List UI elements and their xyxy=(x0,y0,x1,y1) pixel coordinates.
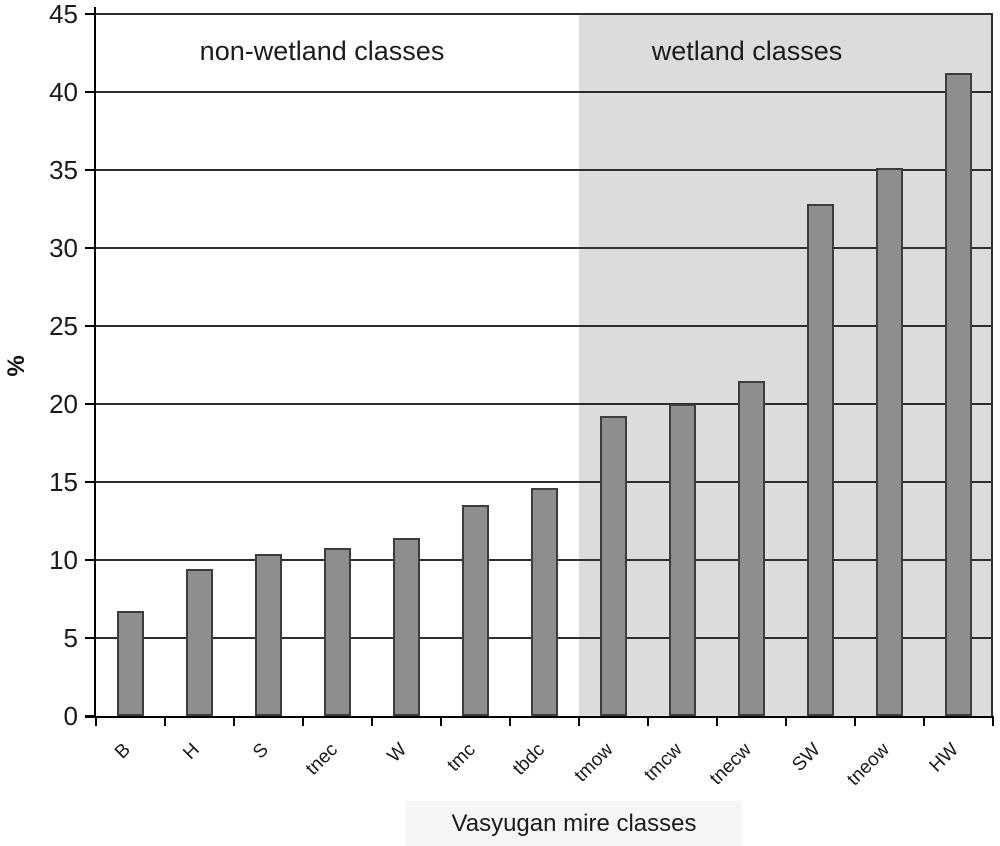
gridline xyxy=(96,481,993,483)
x-tick-label: tneow xyxy=(842,739,894,790)
non-wetland-region-label: non-wetland classes xyxy=(199,36,445,66)
y-axis-line xyxy=(94,7,96,718)
x-axis-tick xyxy=(785,716,787,726)
y-axis-title: % xyxy=(3,355,30,377)
bar-tbdc xyxy=(531,488,558,716)
y-tick-label: 25 xyxy=(49,311,78,341)
bar-SW xyxy=(807,204,834,716)
x-axis-tick xyxy=(716,716,718,726)
x-tick-label: tbdc xyxy=(508,739,549,780)
x-axis-tick xyxy=(923,716,925,726)
bar-S xyxy=(255,554,282,716)
x-axis-tick xyxy=(164,716,166,726)
y-tick-label: 20 xyxy=(49,389,78,419)
x-tick-label: B xyxy=(110,739,135,764)
bar-H xyxy=(186,569,213,716)
bar-W xyxy=(393,538,420,716)
y-axis-tick xyxy=(85,559,96,561)
x-tick-label: tmow xyxy=(570,739,618,787)
x-tick-label: tmcw xyxy=(640,739,687,786)
bar-tmow xyxy=(600,416,627,716)
x-tick-label: SW xyxy=(788,739,825,776)
bar-tmc xyxy=(462,505,489,716)
x-axis-tick xyxy=(854,716,856,726)
bar-B xyxy=(117,611,144,716)
gridline xyxy=(96,325,993,327)
bar-tneow xyxy=(876,168,903,716)
y-axis-tick xyxy=(85,325,96,327)
y-axis-tick xyxy=(85,403,96,405)
x-axis-tick xyxy=(578,716,580,726)
y-axis-tick xyxy=(85,637,96,639)
x-tick-label: S xyxy=(248,739,273,764)
plot-right-border xyxy=(991,14,993,716)
x-axis-tick xyxy=(233,716,235,726)
gridline xyxy=(96,169,993,171)
y-axis-tick xyxy=(85,13,96,15)
y-axis-tick xyxy=(85,481,96,483)
y-tick-label: 45 xyxy=(49,0,78,29)
y-tick-label: 5 xyxy=(63,623,78,653)
wetland-region-label: wetland classes xyxy=(651,36,843,66)
y-tick-label: 35 xyxy=(49,155,78,185)
gridline xyxy=(96,13,993,15)
y-tick-label: 30 xyxy=(49,233,78,263)
bar-HW xyxy=(945,73,972,716)
x-axis-title-box: Vasyugan mire classes xyxy=(406,801,742,846)
x-axis-tick xyxy=(440,716,442,726)
bar-tnec xyxy=(324,548,351,716)
x-tick-label: tnecw xyxy=(705,739,756,790)
y-tick-label: 0 xyxy=(63,701,78,731)
x-axis-line xyxy=(85,716,993,718)
bar-tmcw xyxy=(669,404,696,716)
gridline xyxy=(96,403,993,405)
y-axis-tick xyxy=(85,169,96,171)
x-tick-label: tnec xyxy=(301,739,342,780)
x-axis-title: Vasyugan mire classes xyxy=(451,809,697,837)
wetland-region-background xyxy=(579,14,993,716)
x-axis-tick xyxy=(95,716,97,726)
x-tick-label: W xyxy=(383,739,411,767)
x-axis-tick xyxy=(371,716,373,726)
y-tick-label: 10 xyxy=(49,545,78,575)
x-axis-tick xyxy=(509,716,511,726)
x-tick-label: HW xyxy=(925,739,963,777)
x-axis-tick xyxy=(302,716,304,726)
y-tick-label: 15 xyxy=(49,467,78,497)
gridline xyxy=(96,91,993,93)
x-tick-label: H xyxy=(179,739,204,764)
y-axis-tick xyxy=(85,247,96,249)
y-axis-tick xyxy=(85,91,96,93)
y-tick-label: 40 xyxy=(49,77,78,107)
x-axis-tick xyxy=(647,716,649,726)
x-tick-label: tmc xyxy=(443,739,480,776)
bar-tnecw xyxy=(738,381,765,716)
y-axis-tick xyxy=(85,715,96,717)
x-axis-tick xyxy=(992,716,994,726)
gridline xyxy=(96,247,993,249)
